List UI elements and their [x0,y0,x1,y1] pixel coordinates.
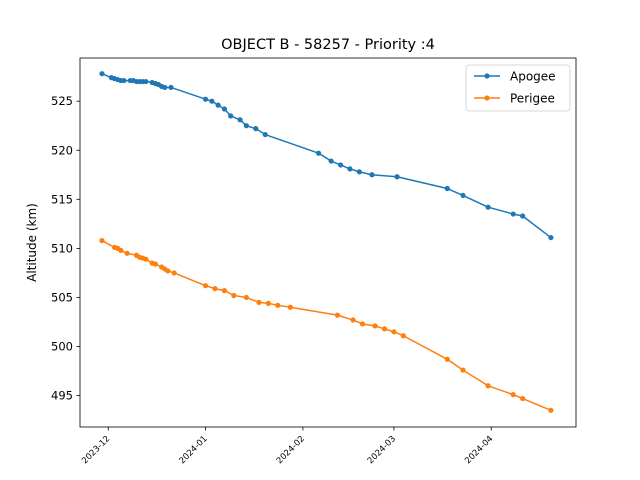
perigee-point [221,287,228,294]
apogee-point [444,185,450,192]
apogee-point [262,131,268,138]
apogee-point [202,96,209,102]
apogee-point [121,77,127,84]
apogee-point [209,98,215,104]
perigee-point [143,256,149,262]
apogee-point [369,172,375,178]
y-tick-label: 525 [51,94,73,108]
apogee-point [253,126,259,132]
legend-perigee-label: Perigee [510,92,555,106]
apogee-point [337,162,344,168]
apogee-point [162,84,168,91]
y-axis-label: Altitude (km) [25,203,39,282]
legend: Apogee Perigee [465,64,571,112]
series-perigee [99,237,554,413]
apogee-point [99,71,105,77]
legend-apogee-label: Apogee [510,70,556,84]
perigee-point [359,321,366,327]
perigee-point [460,367,466,373]
chart-title: OBJECT B - 58257 - Priority :4 [221,37,435,53]
perigee-point [510,392,516,398]
apogee-point [168,84,174,91]
perigee-point [202,283,209,289]
perigee-point [152,261,158,267]
apogee-point [510,211,516,217]
perigee-point [99,237,105,244]
perigee-point [334,312,341,318]
apogee-point [315,150,322,156]
perigee-point [275,302,281,308]
apogee-point [548,234,554,241]
apogee-point [143,78,149,85]
apogee-point [394,174,400,180]
y-tick-label: 510 [51,241,73,255]
perigee-point [381,326,388,332]
legend-apogee-marker [484,73,490,79]
perigee-point [256,299,262,305]
apogee-point [460,192,466,198]
y-tick-label: 520 [51,143,73,157]
perigee-point [350,317,356,323]
perigee-point [548,407,554,413]
perigee-point [118,247,124,253]
series-layer [99,71,554,413]
apogee-point [221,106,228,112]
apogee-point [243,123,249,129]
perigee-point [287,304,293,310]
perigee-point [165,268,171,274]
y-tick-label: 505 [51,290,73,304]
apogee-point [347,166,353,172]
y-tick-label: 495 [51,389,73,403]
perigee-point [372,323,378,329]
apogee-point [520,213,526,219]
y-tick-label: 500 [51,340,73,354]
apogee-point [228,113,234,119]
legend-perigee-marker [484,95,490,101]
perigee-point [171,270,177,276]
y-tick-label: 515 [51,192,73,206]
perigee-point [485,383,491,389]
perigee-point [231,292,237,299]
perigee-point [124,250,130,256]
perigee-point [243,294,249,301]
apogee-point [356,169,362,175]
apogee-point [237,117,243,123]
perigee-point [212,286,218,292]
perigee-point [400,333,406,339]
apogee-point [215,102,221,108]
perigee-point [444,356,450,362]
apogee-point [485,204,491,210]
plot-frame [79,57,577,428]
apogee-point [328,158,334,164]
perigee-point [265,300,271,306]
series-apogee [99,71,554,241]
perigee-point [391,329,397,335]
perigee-point [520,395,526,402]
